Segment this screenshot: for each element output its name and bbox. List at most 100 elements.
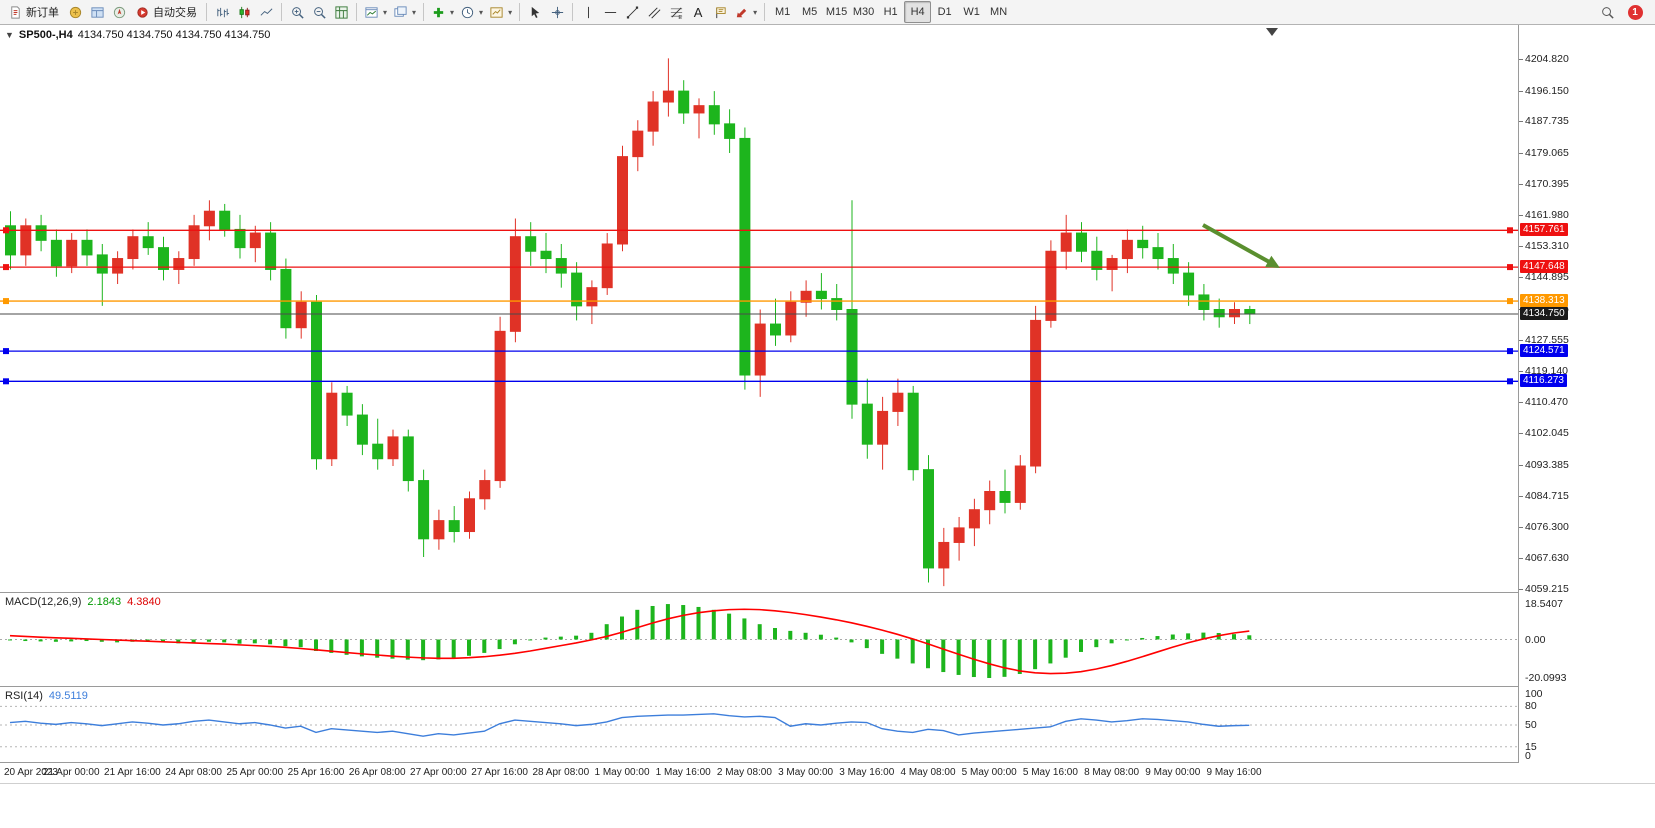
arrow-shape-icon: [736, 8, 747, 17]
market-watch-button[interactable]: [64, 1, 86, 23]
rsi-chart[interactable]: [0, 687, 1518, 762]
timeframe-m5[interactable]: M5: [796, 1, 823, 23]
trendline-icon: [626, 6, 638, 18]
timeframe-h4[interactable]: H4: [904, 1, 932, 23]
arrows-tool-button[interactable]: ▾: [731, 1, 760, 23]
timeframe-h1[interactable]: H1: [877, 1, 904, 23]
candlestick-chart-icon: [239, 6, 249, 18]
price-tick: 4179.065: [1525, 146, 1569, 159]
timeframe-m30[interactable]: M30: [850, 1, 877, 23]
chart-window-icon: [365, 6, 378, 18]
bar-chart-button[interactable]: [211, 1, 233, 23]
chart-profiles-button[interactable]: ▾: [390, 1, 419, 23]
line-anchor[interactable]: [3, 264, 9, 271]
tile-windows-button[interactable]: [330, 1, 352, 23]
time-label: 25 Apr 16:00: [287, 767, 345, 778]
line-anchor[interactable]: [3, 348, 9, 355]
line-anchor[interactable]: [3, 298, 9, 305]
periods-button[interactable]: ▾: [457, 1, 486, 23]
text-label-button[interactable]: [709, 1, 731, 23]
line-anchor[interactable]: [1507, 348, 1513, 355]
macd-panel[interactable]: MACD(12,26,9) 2.1843 4.3840: [0, 593, 1655, 687]
price-tick: 4196.150: [1525, 84, 1569, 97]
timeframe-group: M1 M5 M15 M30 H1 H4 D1 W1 MN: [769, 1, 1012, 23]
collapse-panel-icon[interactable]: ▼: [5, 30, 14, 40]
chart-area: ▼ SP500-,H4 4134.750 4134.750 4134.750 4…: [0, 25, 1655, 828]
line-anchor[interactable]: [3, 378, 9, 385]
add-indicator-button[interactable]: ▾: [428, 1, 457, 23]
zoom-out-button[interactable]: [308, 1, 330, 23]
line-anchor[interactable]: [1507, 227, 1513, 234]
vertical-line-icon: [587, 6, 589, 18]
toolbar-right: 1: [1596, 1, 1652, 23]
price-tick: 4059.215: [1525, 582, 1569, 595]
templates-button[interactable]: ▾: [486, 1, 515, 23]
time-axis[interactable]: 20 Apr 2023 21 Apr 00:00 21 Apr 16:00 24 Ap…: [0, 763, 1655, 784]
ohlc-values: 4134.750 4134.750 4134.750 4134.750: [77, 29, 271, 41]
price-tick: 4076.300: [1525, 520, 1569, 533]
candlestick-chart-button[interactable]: [233, 1, 255, 23]
axis-tick-mark: [1519, 246, 1523, 248]
rsi-panel[interactable]: RSI(14) 49.5119: [0, 687, 1655, 763]
zoom-in-button[interactable]: [286, 1, 308, 23]
fibonacci-button[interactable]: E: [665, 1, 687, 23]
vertical-line-button[interactable]: [577, 1, 599, 23]
search-button[interactable]: [1596, 1, 1618, 23]
text-tool-button[interactable]: A: [687, 1, 709, 23]
main-chart-panel[interactable]: ▼ SP500-,H4 4134.750 4134.750 4134.750 4…: [0, 25, 1655, 593]
price-tick: 4204.820: [1525, 53, 1569, 65]
axis-tick-mark: [1519, 464, 1523, 466]
channel-button[interactable]: [643, 1, 665, 23]
line-anchor[interactable]: [3, 227, 9, 234]
crosshair-icon: [551, 6, 563, 18]
trend-arrow-head[interactable]: [1265, 255, 1280, 268]
price-tick: 4127.555: [1525, 334, 1569, 347]
time-label: 26 Apr 08:00: [348, 767, 406, 778]
trendline-button[interactable]: [621, 1, 643, 23]
toolbar-separator: [206, 3, 207, 21]
rsi-value: 49.5119: [48, 690, 88, 702]
trend-arrow[interactable]: [1202, 223, 1274, 266]
clock-icon: [461, 6, 474, 18]
data-window-button[interactable]: [86, 1, 108, 23]
line-anchor[interactable]: [1507, 264, 1513, 271]
price-axis[interactable]: 4204.820 4196.150 4187.735 4179.065 4170.395…: [1518, 25, 1655, 763]
navigator-button[interactable]: [108, 1, 130, 23]
periods-caret: ▾: [479, 7, 484, 17]
macd-label: MACD(12,26,9) 2.1843 4.3840: [5, 596, 161, 608]
toolbar-separator: [281, 3, 282, 21]
timeframe-m1[interactable]: M1: [769, 1, 796, 23]
timeframe-d1[interactable]: D1: [931, 1, 958, 23]
axis-tick-mark: [1519, 59, 1523, 60]
line-anchor[interactable]: [1507, 298, 1513, 305]
timeframe-w1[interactable]: W1: [958, 1, 985, 23]
timeframe-m15[interactable]: M15: [823, 1, 850, 23]
axis-tick-mark: [1519, 214, 1523, 216]
new-order-button[interactable]: 新订单: [3, 1, 64, 23]
candlestick-chart[interactable]: [0, 25, 1518, 592]
axis-tick-mark: [1519, 121, 1523, 123]
macd-chart[interactable]: [0, 593, 1518, 686]
axis-tick-mark: [1519, 277, 1523, 279]
line-chart-button[interactable]: [255, 1, 277, 23]
time-label: 3 May 00:00: [778, 767, 834, 778]
timeframe-mn[interactable]: MN: [985, 1, 1012, 23]
price-tag: 4157.761: [1520, 223, 1568, 237]
notifications-button[interactable]: 1: [1624, 1, 1646, 23]
autotrading-button[interactable]: 自动交易: [130, 1, 202, 23]
navigator-icon: [113, 6, 125, 18]
chart-title: ▼ SP500-,H4 4134.750 4134.750 4134.750 4…: [5, 29, 270, 41]
line-anchor[interactable]: [1507, 378, 1513, 385]
price-tick: 4110.470: [1525, 396, 1569, 409]
symbol-period-label: SP500-,H4: [18, 29, 73, 41]
horizontal-line-button[interactable]: [599, 1, 621, 23]
rsi-name: RSI(14): [5, 690, 43, 702]
crosshair-button[interactable]: [546, 1, 568, 23]
fibonacci-icon: E: [670, 6, 682, 20]
cursor-button[interactable]: [524, 1, 546, 23]
autotrading-label: 自动交易: [153, 7, 197, 19]
new-chart-button[interactable]: ▾: [361, 1, 390, 23]
chart-profiles-caret: ▾: [412, 7, 417, 17]
axis-tick-mark: [1519, 402, 1523, 404]
